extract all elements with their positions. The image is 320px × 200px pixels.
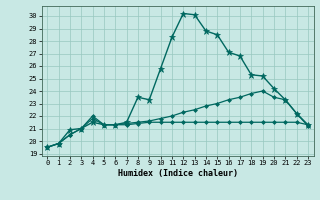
- X-axis label: Humidex (Indice chaleur): Humidex (Indice chaleur): [118, 169, 237, 178]
